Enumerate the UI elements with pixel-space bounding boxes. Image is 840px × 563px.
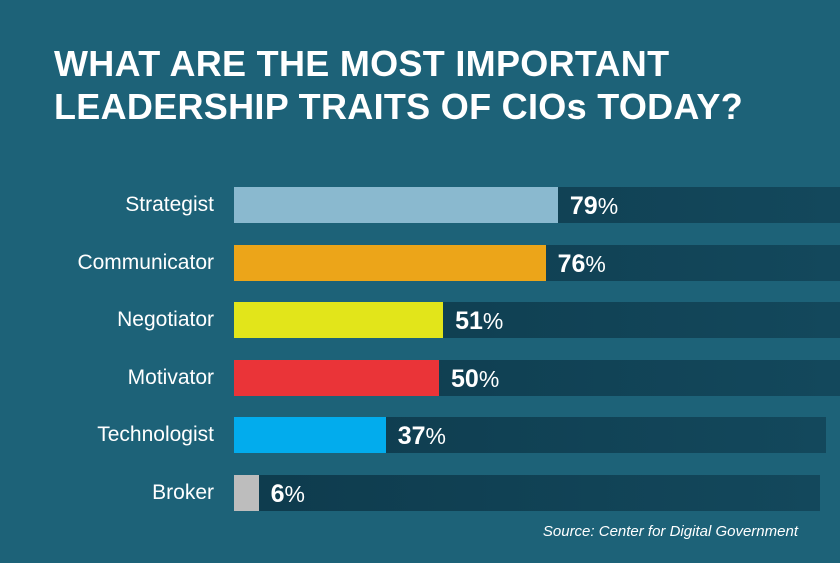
data-label: 37% bbox=[397, 422, 446, 450]
category-label: Broker bbox=[152, 481, 214, 504]
category-label: Strategist bbox=[125, 193, 214, 216]
title-line-1: WHAT ARE THE MOST IMPORTANT bbox=[54, 43, 670, 84]
chart-title: WHAT ARE THE MOST IMPORTANT LEADERSHIP T… bbox=[54, 42, 814, 128]
title-line-2: LEADERSHIP TRAITS OF CIOs TODAY? bbox=[54, 86, 744, 127]
bar bbox=[234, 302, 444, 338]
data-label: 79% bbox=[569, 192, 619, 220]
category-label: Motivator bbox=[127, 366, 214, 389]
data-label: 50% bbox=[451, 365, 500, 393]
category-label: Technologist bbox=[97, 423, 214, 446]
bar bbox=[234, 475, 259, 511]
category-label: Negotiator bbox=[117, 308, 214, 331]
bar bbox=[234, 187, 558, 223]
source-note: Source: Center for Digital Government bbox=[542, 523, 798, 540]
bar bbox=[234, 417, 386, 453]
bar-track bbox=[234, 475, 820, 511]
data-label: 76% bbox=[557, 250, 606, 278]
data-label: 51% bbox=[455, 307, 504, 335]
bar bbox=[234, 360, 439, 396]
bar bbox=[234, 245, 546, 281]
category-label: Communicator bbox=[77, 251, 214, 274]
data-label: 6% bbox=[270, 480, 305, 508]
